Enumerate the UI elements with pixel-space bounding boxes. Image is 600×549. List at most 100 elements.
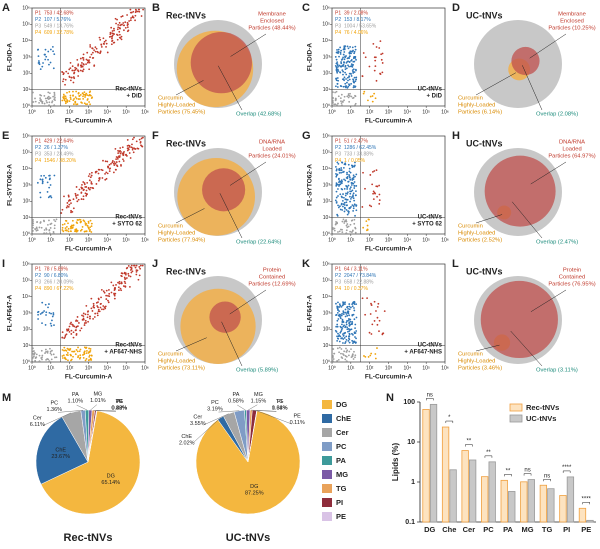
event-dot	[342, 53, 345, 56]
event-dot	[133, 264, 136, 267]
y-tick-label: 10³	[323, 54, 331, 60]
event-dot	[340, 49, 343, 52]
event-dot	[83, 102, 86, 105]
event-dot	[374, 97, 377, 100]
event-dot	[35, 353, 38, 356]
event-dot	[129, 157, 132, 159]
event-dot	[350, 328, 353, 331]
event-dot	[86, 225, 89, 227]
x-axis-label: FL-Curcumin-A	[65, 374, 113, 381]
event-dot	[368, 204, 371, 207]
x-tick-label: 10⁶	[141, 109, 149, 115]
event-dot	[114, 162, 117, 165]
event-dot	[347, 330, 349, 333]
event-dot	[123, 29, 125, 32]
gate-stat: 10 / 0.37%	[344, 286, 368, 292]
event-dot	[71, 227, 74, 229]
event-dot	[89, 103, 91, 106]
event-dot	[86, 51, 89, 54]
event-dot	[82, 198, 85, 201]
leader	[475, 72, 516, 96]
event-dot	[49, 227, 52, 229]
event-dot	[71, 69, 74, 72]
event-dot	[79, 354, 82, 357]
event-dot	[61, 331, 64, 334]
x-axis-label: FL-Curcumin-A	[65, 246, 113, 253]
venn-title: UC-tNVs	[466, 10, 503, 20]
event-dot	[343, 48, 346, 51]
event-dot	[68, 203, 71, 206]
event-dot	[351, 303, 354, 306]
gate-stat: 890 / 67.22%	[44, 286, 74, 292]
event-dot	[43, 94, 46, 97]
event-dot	[130, 271, 133, 274]
legend-swatch	[322, 400, 332, 409]
event-dot	[112, 162, 115, 165]
x-tick-label: 10⁶	[441, 365, 449, 371]
event-dot	[370, 352, 373, 355]
event-dot	[142, 136, 144, 139]
event-dot	[51, 46, 54, 48]
event-dot	[375, 310, 377, 312]
event-dot	[343, 163, 346, 166]
event-dot	[89, 45, 92, 48]
slice-name: PC	[211, 400, 219, 406]
event-dot	[347, 310, 350, 313]
event-dot	[335, 302, 337, 305]
event-dot	[340, 179, 343, 182]
event-dot	[345, 55, 347, 57]
venn-title: Rec-tNVs	[166, 266, 206, 276]
event-dot	[36, 181, 39, 184]
event-dot	[32, 230, 34, 232]
event-dot	[351, 354, 354, 356]
event-dot	[93, 65, 96, 67]
event-dot	[44, 324, 47, 326]
event-dot	[347, 96, 350, 99]
x-axis-label: FL-Curcumin-A	[365, 118, 413, 125]
event-dot	[65, 70, 68, 73]
event-dot	[126, 149, 129, 152]
event-dot	[350, 73, 352, 75]
event-dot	[340, 348, 343, 350]
event-dot	[335, 201, 338, 203]
event-dot	[74, 101, 77, 104]
slice-value: 1.34%	[272, 406, 288, 412]
gate-name: P3	[335, 23, 341, 29]
event-dot	[53, 93, 56, 96]
event-dot	[336, 319, 339, 322]
event-dot	[54, 96, 56, 99]
gate-name: P1	[35, 138, 41, 144]
event-dot	[343, 187, 346, 190]
event-dot	[124, 285, 127, 288]
event-dot	[63, 337, 66, 340]
event-dot	[376, 347, 378, 349]
event-dot	[44, 58, 47, 61]
y-tick-label: 10⁰	[22, 103, 30, 109]
event-dot	[89, 317, 91, 320]
event-dot	[338, 180, 341, 182]
event-dot	[118, 36, 121, 39]
event-dot	[119, 287, 122, 290]
event-dot	[84, 96, 86, 98]
event-dot	[337, 65, 340, 68]
event-dot	[342, 313, 345, 316]
event-dot	[73, 72, 75, 75]
event-dot	[39, 97, 42, 100]
event-dot	[345, 61, 348, 64]
event-dot	[345, 201, 348, 204]
event-dot	[81, 184, 83, 186]
event-dot	[48, 92, 51, 94]
event-dot	[122, 158, 124, 161]
event-dot	[339, 193, 342, 196]
event-dot	[130, 264, 133, 267]
gate-name: P4	[35, 286, 41, 292]
event-dot	[117, 26, 120, 29]
event-dot	[134, 19, 136, 22]
event-dot	[34, 97, 36, 100]
event-dot	[83, 182, 86, 184]
gate-name: P2	[35, 145, 41, 151]
event-dot	[138, 10, 141, 13]
x-tick-label: TG	[542, 525, 553, 534]
event-dot	[49, 347, 51, 350]
event-dot	[92, 187, 95, 190]
